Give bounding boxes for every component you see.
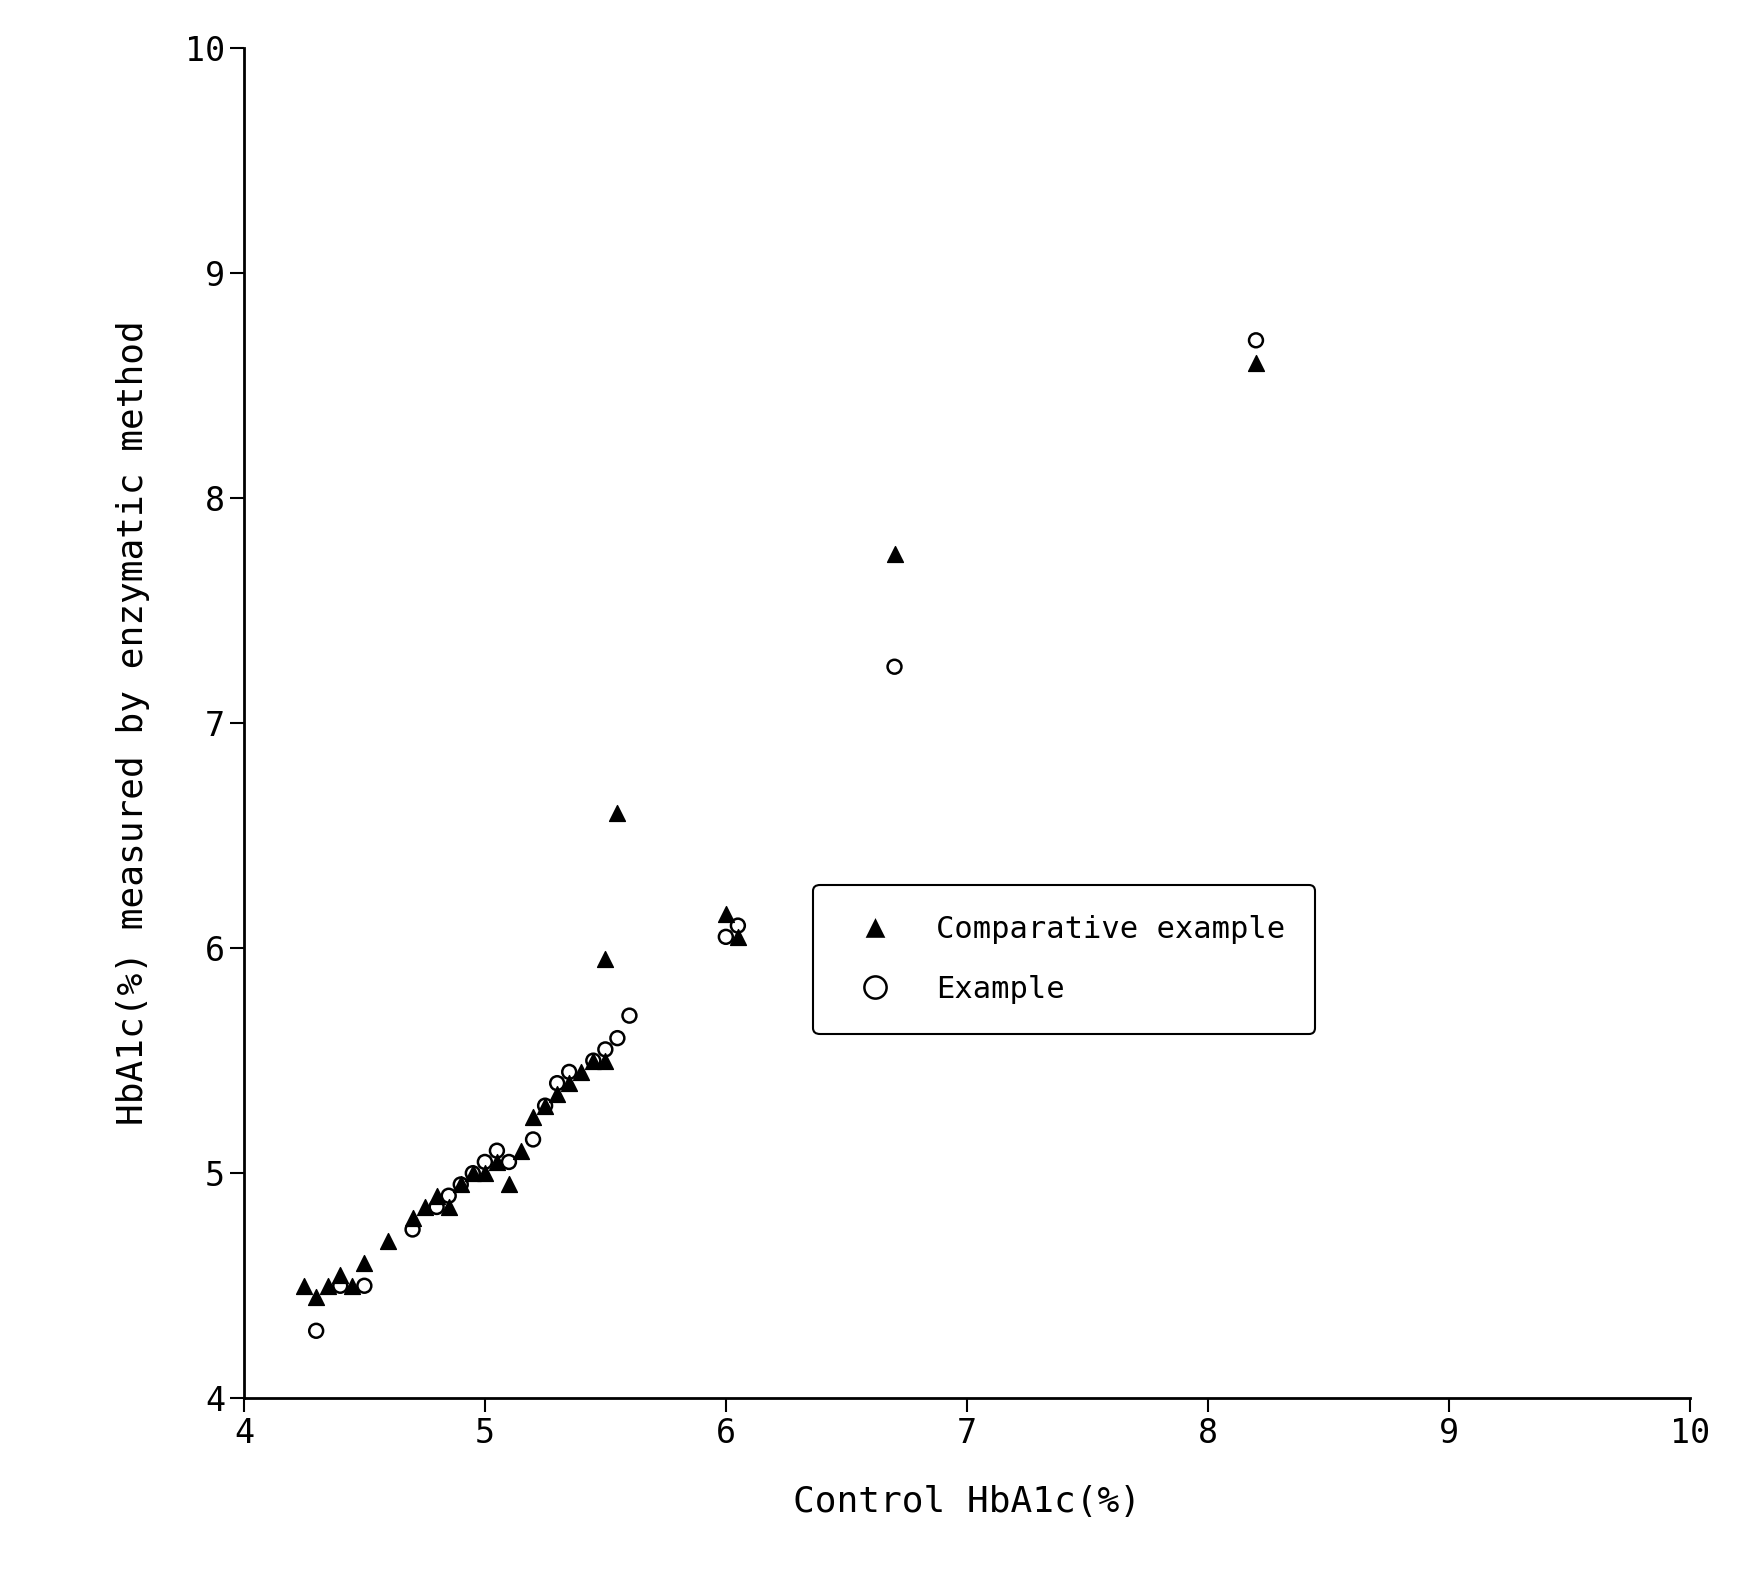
Example xyxy=(301,1319,329,1344)
Comparative example xyxy=(712,901,740,926)
Comparative example xyxy=(338,1273,366,1298)
Example xyxy=(326,1273,354,1298)
Example xyxy=(483,1138,510,1163)
Example xyxy=(544,1071,571,1096)
Comparative example xyxy=(314,1273,341,1298)
Example xyxy=(603,1025,631,1050)
Example xyxy=(423,1195,451,1220)
Comparative example xyxy=(495,1171,523,1197)
Example xyxy=(725,912,753,938)
Comparative example xyxy=(592,947,620,972)
Example xyxy=(712,925,740,950)
Example xyxy=(458,1160,486,1185)
Comparative example xyxy=(301,1284,329,1309)
Comparative example xyxy=(592,1049,620,1074)
Comparative example xyxy=(568,1060,596,1085)
Example xyxy=(615,1003,643,1028)
Comparative example xyxy=(411,1195,439,1220)
Example xyxy=(556,1060,584,1085)
Example xyxy=(592,1036,620,1061)
Comparative example xyxy=(580,1049,608,1074)
Comparative example xyxy=(519,1104,547,1130)
Comparative example xyxy=(556,1071,584,1096)
Comparative example xyxy=(531,1093,559,1119)
Comparative example xyxy=(483,1149,510,1174)
Example xyxy=(470,1149,498,1174)
Example xyxy=(580,1049,608,1074)
Comparative example xyxy=(291,1273,319,1298)
Example xyxy=(399,1217,427,1243)
Example xyxy=(436,1182,463,1208)
Example xyxy=(519,1127,547,1152)
Comparative example xyxy=(436,1195,463,1220)
Comparative example xyxy=(448,1171,476,1197)
Comparative example xyxy=(375,1228,402,1254)
Comparative example xyxy=(725,925,753,950)
Comparative example xyxy=(603,801,631,826)
Example xyxy=(350,1273,378,1298)
Comparative example xyxy=(458,1160,486,1185)
Example xyxy=(531,1093,559,1119)
Comparative example xyxy=(470,1160,498,1185)
Example xyxy=(495,1149,523,1174)
Comparative example xyxy=(350,1251,378,1276)
Example xyxy=(1242,327,1270,353)
Comparative example xyxy=(544,1082,571,1108)
Example xyxy=(448,1171,476,1197)
Comparative example xyxy=(423,1182,451,1208)
Example xyxy=(881,655,909,680)
Comparative example xyxy=(399,1206,427,1231)
Y-axis label: HbA1c(%) measured by enzymatic method: HbA1c(%) measured by enzymatic method xyxy=(117,321,150,1125)
Comparative example xyxy=(1242,350,1270,375)
Legend: Comparative example, Example: Comparative example, Example xyxy=(814,885,1315,1034)
Comparative example xyxy=(326,1262,354,1287)
X-axis label: Control HbA1c(%): Control HbA1c(%) xyxy=(793,1484,1141,1519)
Comparative example xyxy=(881,542,909,567)
Comparative example xyxy=(507,1138,535,1163)
